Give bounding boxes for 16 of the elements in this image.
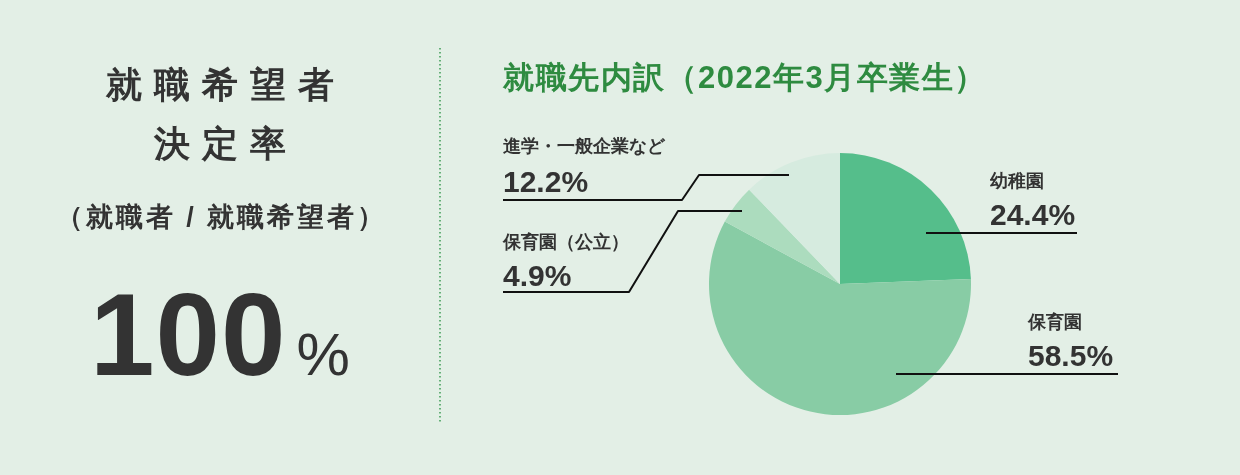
slice-label: 進学・一般企業など (503, 136, 666, 156)
slice-label: 幼稚園 (990, 171, 1044, 191)
slice-label: 保育園（公立） (502, 231, 629, 252)
pie-slice (724, 189, 840, 284)
pie-slice (840, 153, 971, 284)
text: 100% (90, 270, 350, 400)
data-label: 58.5% (1028, 339, 1114, 372)
slice-label: 保育園 (1027, 311, 1082, 332)
data-label: 24.4% (990, 198, 1076, 231)
data-label: 12.2% (503, 165, 589, 198)
data-label: 4.9% (503, 259, 572, 292)
chart-title: 就職先内訳（2022年3月卒業生） (502, 60, 987, 95)
text: （就職者 / 就職希望者） (55, 202, 388, 232)
text: 就職希望者決定率 (105, 64, 346, 164)
pie-slice (709, 221, 971, 415)
pie-slice (749, 153, 840, 284)
